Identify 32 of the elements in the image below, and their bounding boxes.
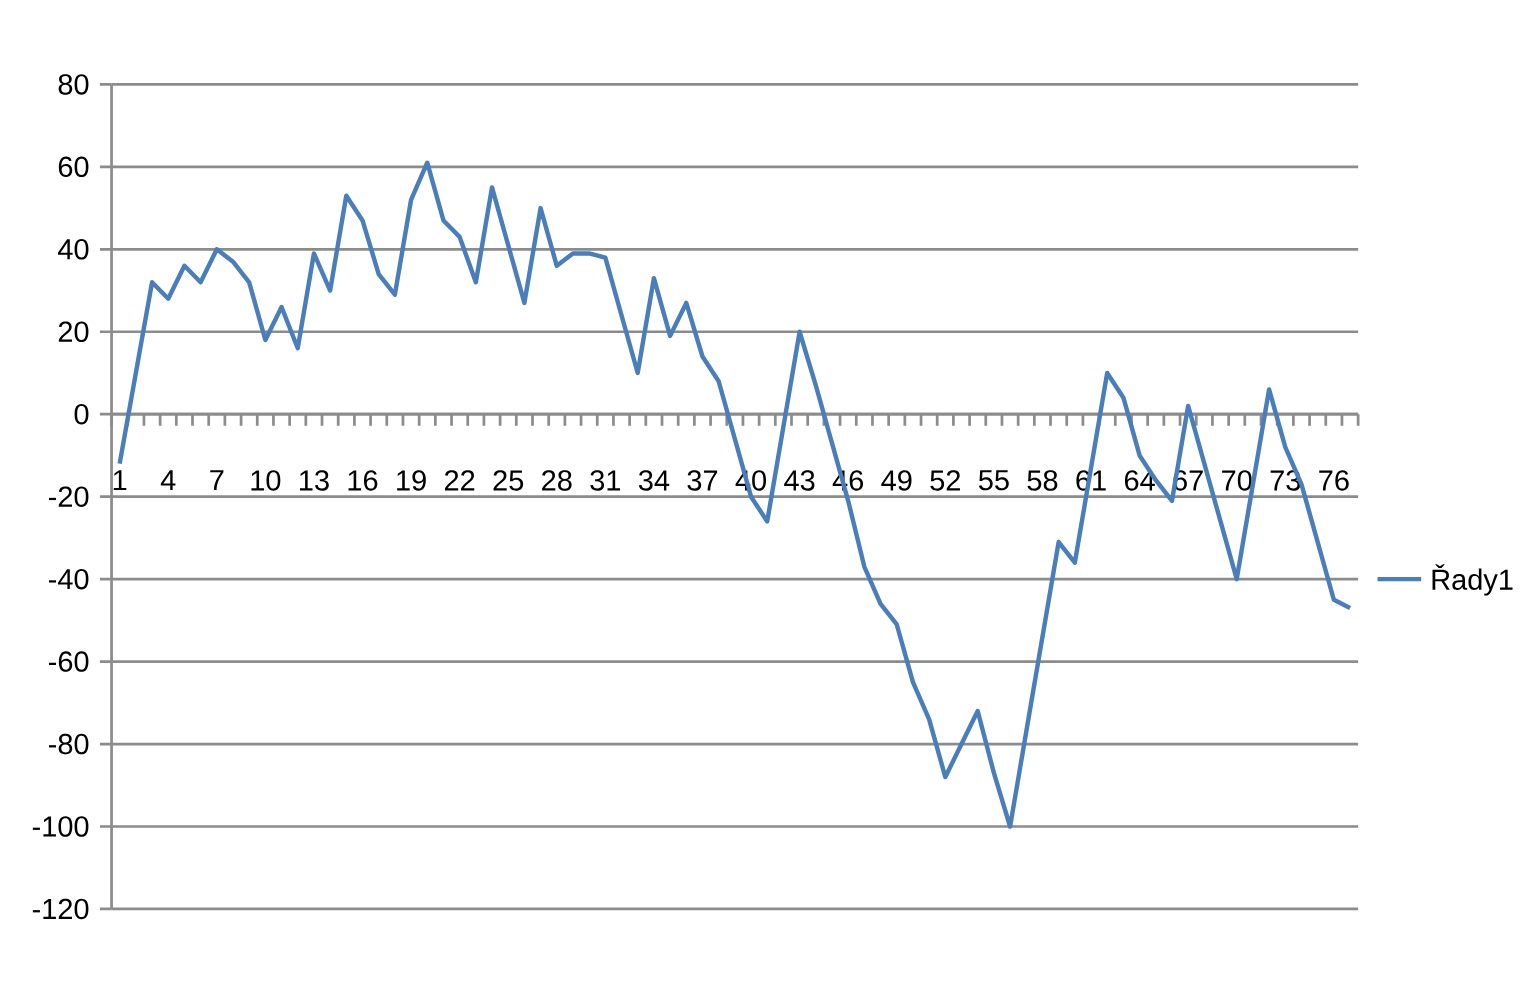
x-tick-label: 55 [978, 469, 1009, 491]
x-tick-label: 43 [784, 469, 815, 491]
x-tick-label: 10 [251, 469, 281, 491]
y-tick-label: -40 [48, 568, 89, 590]
x-tick-label: 19 [397, 469, 426, 491]
x-tick-label: 49 [881, 469, 912, 491]
x-tick-label: 28 [542, 469, 572, 491]
x-tick-label: 16 [348, 469, 378, 491]
x-tick-label: 58 [1027, 469, 1058, 491]
x-tick-label: 31 [590, 469, 621, 491]
x-tick-label: 4 [160, 469, 176, 490]
x-tick-label: 70 [1222, 469, 1252, 491]
y-tick-label: -80 [48, 733, 89, 755]
y-tick-label: -20 [48, 486, 89, 507]
y-tick-label: 40 [57, 238, 89, 260]
y-tick-label: 0 [74, 403, 89, 425]
legend-label: Řady1 [1432, 564, 1513, 596]
x-tick-label: 7 [210, 469, 224, 490]
x-tick-label: 52 [930, 469, 960, 491]
y-tick-label: -120 [32, 898, 89, 919]
y-tick-label: -60 [48, 651, 89, 672]
y-tick-label: -100 [32, 816, 89, 837]
y-tick-label: 60 [58, 156, 89, 177]
x-tick-label: 34 [638, 469, 670, 491]
x-tick-label: 76 [1319, 469, 1349, 491]
x-tick-label: 25 [493, 469, 524, 491]
x-tick-label: 1 [113, 469, 127, 490]
x-tick-label: 37 [687, 469, 718, 491]
x-tick-label: 22 [444, 469, 475, 491]
x-tick-label: 13 [300, 469, 329, 491]
y-tick-label: 20 [58, 321, 89, 342]
y-tick-label: 80 [58, 73, 89, 95]
